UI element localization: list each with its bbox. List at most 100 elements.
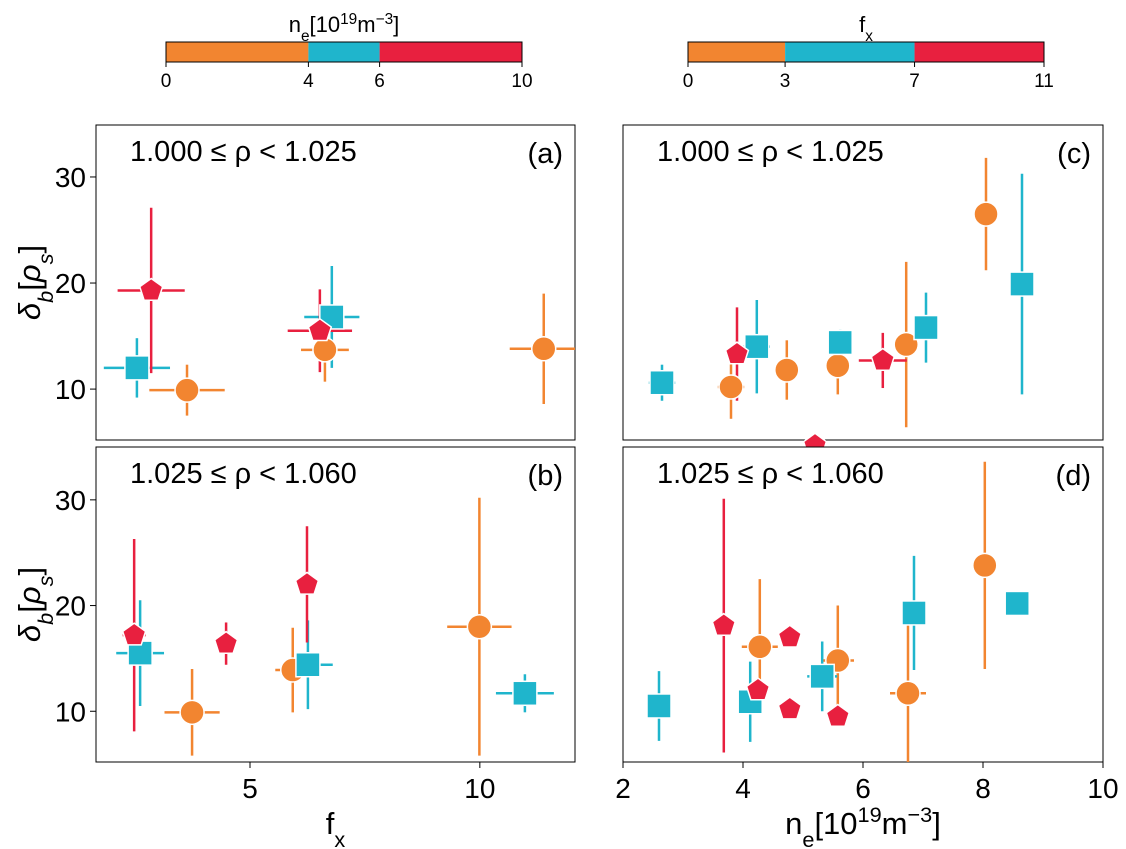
- label-part: x: [334, 827, 345, 849]
- label-part: n: [785, 806, 802, 841]
- marker: [825, 353, 851, 379]
- x-axis-label: ne[1019m−3]: [785, 802, 941, 849]
- marker: [973, 201, 999, 227]
- colorbar-tick-label: 4: [303, 71, 314, 92]
- y-axis-label: δb[ρs]: [12, 245, 58, 320]
- colorbar-segment: [785, 42, 915, 62]
- annotation: 1.000 ≤ ρ < 1.025: [657, 136, 884, 168]
- label-part: e: [802, 827, 814, 849]
- label-part: [10: [310, 12, 341, 37]
- label-part: f: [326, 806, 335, 841]
- colorbar-label: fx: [859, 12, 873, 45]
- y-tick-label: 30: [55, 162, 86, 193]
- colorbar-label: ne[1019m−3]: [289, 11, 400, 45]
- label-part: [10: [814, 806, 857, 841]
- marker: [307, 317, 333, 342]
- marker: [744, 333, 770, 360]
- marker: [213, 630, 239, 655]
- y-tick-label: 30: [55, 485, 86, 516]
- marker: [827, 329, 853, 356]
- label-part: δ: [12, 302, 47, 320]
- marker: [530, 336, 557, 362]
- plot-frame: [95, 446, 576, 763]
- y-tick-label: 20: [55, 591, 86, 622]
- panel-label: (d): [1056, 460, 1091, 492]
- marker: [895, 680, 921, 707]
- label-part: ρ: [12, 264, 47, 283]
- marker: [121, 622, 147, 646]
- y-tick-label: 10: [55, 374, 86, 405]
- colorbar-tick-label: 6: [374, 71, 385, 92]
- marker: [1009, 271, 1035, 297]
- marker: [711, 612, 737, 637]
- colorbar-segment: [166, 42, 309, 62]
- x-tick-label: 8: [975, 773, 991, 804]
- marker: [1004, 590, 1030, 617]
- x-tick-label: 10: [1087, 773, 1118, 804]
- marker: [649, 369, 675, 396]
- colorbar-frame: [165, 41, 523, 63]
- marker: [901, 600, 927, 626]
- x-tick-label: 10: [464, 773, 495, 804]
- label-part: x: [865, 28, 873, 45]
- label-part: ]: [932, 806, 941, 841]
- colorbar-tick-label: 10: [511, 71, 532, 92]
- colorbar-segment: [379, 42, 522, 62]
- label-part: −3: [376, 11, 394, 28]
- label-part: e: [301, 28, 310, 45]
- annotation: 1.025 ≤ ρ < 1.060: [657, 458, 884, 490]
- colorbar-tick-label: 0: [161, 71, 172, 92]
- marker: [295, 652, 321, 678]
- y-tick-label: 10: [55, 696, 86, 727]
- plot-frame: [95, 124, 576, 441]
- label-part: ]: [12, 245, 47, 254]
- label-part: ]: [12, 567, 47, 576]
- marker: [512, 680, 538, 707]
- marker: [466, 613, 493, 640]
- marker: [774, 357, 800, 383]
- panel-label: (b): [528, 460, 563, 492]
- marker: [747, 634, 773, 660]
- label-part: [: [12, 604, 47, 613]
- label-part: b: [33, 291, 58, 303]
- colorbar-tick-label: 0: [683, 71, 694, 92]
- marker: [809, 663, 835, 690]
- label-part: s: [33, 575, 58, 586]
- label-part: n: [289, 12, 301, 37]
- colorbar-tick-label: 3: [780, 71, 791, 92]
- colorbar-segment: [308, 42, 380, 62]
- colorbar-tick-label: 11: [1034, 71, 1054, 92]
- marker: [825, 703, 851, 728]
- marker: [138, 277, 164, 301]
- label-part: −3: [908, 802, 933, 827]
- label-part: m: [882, 806, 908, 841]
- label-part: δ: [12, 624, 47, 642]
- x-tick-label: 2: [615, 773, 631, 804]
- label-part: m: [357, 12, 375, 37]
- label-part: 19: [858, 802, 882, 827]
- x-tick-label: 4: [735, 773, 751, 804]
- panel-label: (c): [1057, 138, 1091, 170]
- marker: [174, 377, 200, 403]
- marker: [893, 331, 919, 358]
- label-part: 19: [340, 11, 357, 28]
- marker: [777, 696, 803, 720]
- marker: [124, 355, 150, 381]
- marker: [646, 693, 672, 719]
- annotation: 1.000 ≤ ρ < 1.025: [130, 136, 357, 168]
- label-part: ρ: [12, 586, 47, 605]
- label-part: [: [12, 282, 47, 291]
- y-axis-label: δb[ρs]: [12, 567, 58, 642]
- colorbar-frame: [687, 41, 1045, 63]
- label-part: ]: [393, 12, 399, 37]
- marker: [724, 341, 750, 365]
- marker: [777, 624, 803, 648]
- panel-label: (a): [528, 138, 563, 170]
- label-part: s: [33, 253, 58, 264]
- label-part: f: [859, 12, 866, 37]
- marker: [294, 571, 320, 595]
- marker: [179, 699, 205, 726]
- x-tick-label: 5: [242, 773, 258, 804]
- marker: [312, 337, 338, 363]
